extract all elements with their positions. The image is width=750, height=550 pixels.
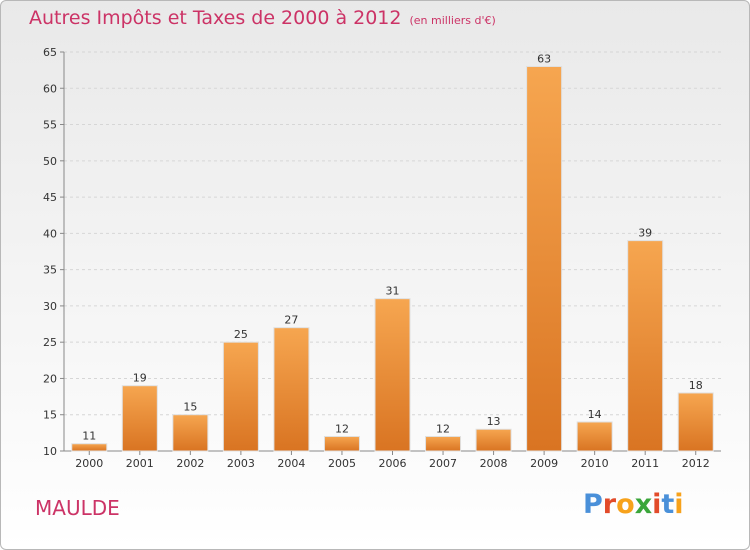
y-tick-label: 25 (43, 336, 57, 349)
y-tick-label: 10 (43, 445, 57, 458)
value-label: 14 (588, 408, 602, 421)
value-label: 12 (436, 422, 450, 435)
bar (475, 428, 512, 452)
y-tick-label: 20 (43, 372, 57, 385)
y-tick-label: 15 (43, 409, 57, 422)
y-tick-label: 30 (43, 300, 57, 313)
value-label: 12 (335, 422, 349, 435)
chart-title: Autres Impôts et Taxes de 2000 à 2012 (en… (29, 7, 496, 29)
y-tick-label: 40 (43, 227, 57, 240)
x-tick-label: 2012 (682, 457, 710, 470)
x-tick-label: 2008 (480, 457, 508, 470)
brand-letter: r (602, 489, 617, 520)
x-tick-label: 2011 (631, 457, 659, 470)
y-tick-label: 60 (43, 82, 57, 95)
bar (222, 341, 259, 452)
bar (71, 443, 108, 452)
bar (121, 385, 158, 452)
brand-letter: P (583, 489, 603, 520)
value-label: 15 (183, 401, 197, 414)
x-tick-label: 2010 (581, 457, 609, 470)
value-label: 19 (133, 372, 147, 385)
y-tick-label: 35 (43, 264, 57, 277)
brand-letter: i (652, 489, 662, 520)
value-label: 11 (82, 430, 96, 443)
title-text: Autres Impôts et Taxes de 2000 à 2012 (29, 7, 402, 29)
value-label: 18 (689, 379, 703, 392)
bar (576, 421, 613, 452)
value-label: 25 (234, 328, 248, 341)
x-tick-label: 2009 (530, 457, 558, 470)
x-tick-label: 2003 (227, 457, 255, 470)
value-label: 27 (284, 314, 298, 327)
brand-letter: x (634, 489, 653, 520)
title-unit: (en milliers d'€) (409, 14, 496, 27)
brand-letter: i (674, 489, 684, 520)
x-tick-label: 2006 (379, 457, 407, 470)
x-tick-label: 2001 (126, 457, 154, 470)
x-tick-label: 2004 (277, 457, 305, 470)
bar (273, 327, 310, 452)
value-label: 31 (386, 285, 400, 298)
y-tick-label: 45 (43, 191, 57, 204)
value-label: 13 (487, 415, 501, 428)
x-tick-label: 2000 (75, 457, 103, 470)
bar (172, 414, 209, 452)
bar (526, 66, 563, 452)
y-tick-label: 50 (43, 155, 57, 168)
x-tick-label: 2007 (429, 457, 457, 470)
x-tick-label: 2002 (176, 457, 204, 470)
brand-letter: o (616, 489, 635, 520)
brand-letter: t (661, 489, 675, 520)
y-tick-label: 55 (43, 119, 57, 132)
bar (627, 240, 664, 452)
place-name: MAULDE (35, 496, 120, 520)
bar (374, 298, 411, 452)
bar (323, 435, 360, 452)
value-label: 39 (638, 227, 652, 240)
bar (677, 392, 714, 452)
y-tick-label: 65 (43, 46, 57, 59)
x-tick-label: 2005 (328, 457, 356, 470)
proxiti-logo: Proxiti (583, 489, 684, 520)
bar (425, 435, 462, 452)
value-label: 63 (537, 53, 551, 66)
